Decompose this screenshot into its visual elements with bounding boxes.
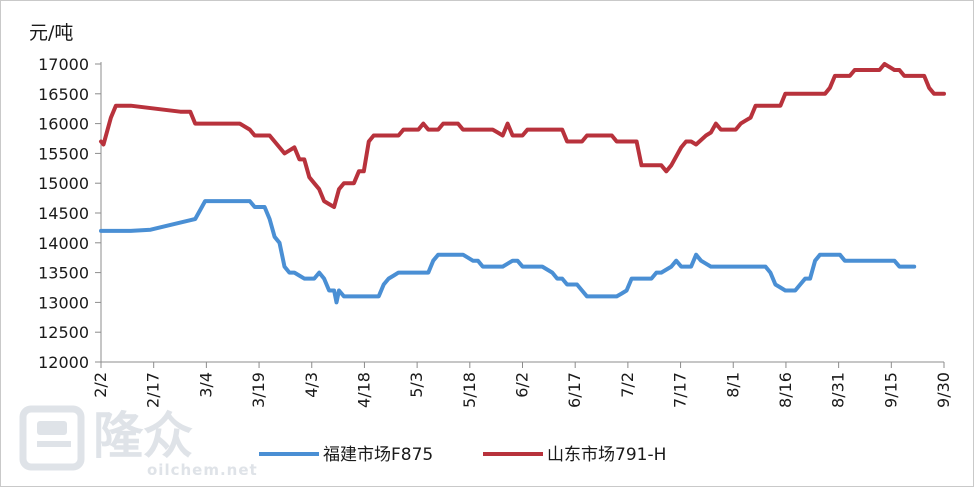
x-tick-label: 6/2: [513, 372, 532, 398]
legend-item-fujian: 福建市场F875: [259, 445, 433, 465]
x-tick-label: 9/15: [881, 372, 900, 408]
x-tick-label: 9/30: [934, 372, 953, 408]
y-axis-unit: 元/吨: [29, 22, 73, 44]
x-tick-label: 3/19: [249, 372, 268, 408]
legend: 福建市场F875 山东市场791-H: [259, 445, 666, 465]
legend-item-shandong: 山东市场791-H: [483, 445, 666, 465]
y-tick-label: 16500: [38, 85, 89, 104]
y-tick-label: 13500: [38, 264, 89, 283]
x-tick-label: 8/1: [723, 372, 742, 398]
y-tick-label: 12000: [38, 353, 89, 372]
y-tick-label: 13000: [38, 293, 89, 312]
y-tick-label: 15500: [38, 144, 89, 163]
legend-label-fujian: 福建市场F875: [323, 445, 433, 465]
x-tick-label: 4/18: [354, 372, 373, 408]
y-tick-label: 15000: [38, 174, 89, 193]
y-axis: 12000 12500 13000 13500 14000 14500 15000 15500…: [38, 55, 102, 372]
watermark-mark: 隆众: [93, 407, 193, 465]
x-tick-label: 7/17: [671, 372, 690, 408]
x-tick-label: 5/3: [407, 372, 426, 398]
x-tick-label: 4/3: [302, 372, 321, 398]
x-tick-label: 3/4: [196, 372, 215, 398]
x-tick-label: 6/17: [565, 372, 584, 408]
x-tick-label: 8/16: [776, 372, 795, 408]
x-axis: 2/2 2/17 3/4 3/19 4/3 4/18 5/3 5/18 6/2 6/17 7/2 7/…: [91, 361, 953, 408]
x-tick-label: 2/2: [91, 372, 110, 398]
x-tick-label: 5/18: [460, 372, 479, 408]
legend-label-shandong: 山东市场791-H: [547, 445, 666, 465]
watermark-url: oilchem.net: [147, 461, 258, 479]
y-tick-label: 12500: [38, 323, 89, 342]
x-tick-label: 7/2: [618, 372, 637, 398]
watermark: 隆众 oilchem.net: [19, 405, 258, 479]
y-tick-label: 16000: [38, 115, 89, 134]
plot-area: [99, 62, 946, 305]
y-tick-label: 14500: [38, 204, 89, 223]
x-tick-label: 8/31: [829, 372, 848, 408]
y-tick-label: 17000: [38, 55, 89, 74]
series-line-shandong: [99, 62, 946, 209]
y-tick-label: 14000: [38, 234, 89, 253]
series-line-fujian: [99, 199, 917, 305]
x-tick-label: 2/17: [144, 372, 163, 408]
oilchem-logo-icon: [19, 405, 85, 471]
